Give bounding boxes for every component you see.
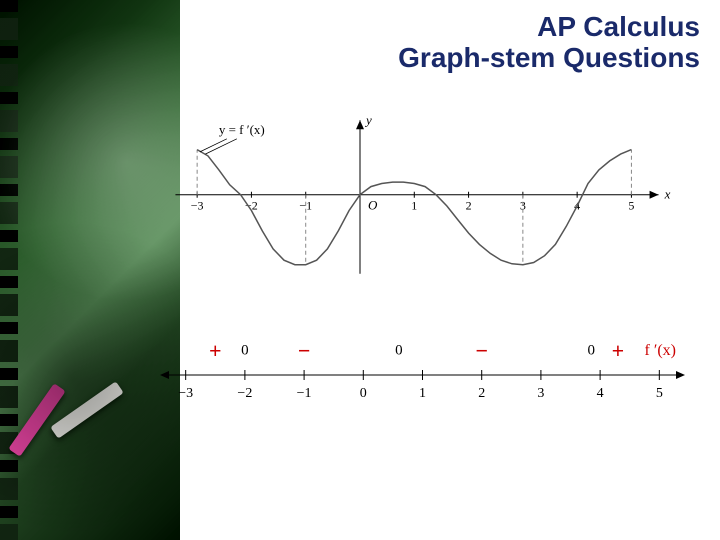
svg-text:4: 4 xyxy=(597,386,604,401)
svg-text:5: 5 xyxy=(656,386,663,401)
svg-text:−2: −2 xyxy=(237,386,252,401)
decorative-background xyxy=(0,0,180,540)
svg-text:−3: −3 xyxy=(191,199,204,213)
svg-text:5: 5 xyxy=(628,199,634,213)
svg-text:2: 2 xyxy=(466,199,472,213)
page-title: AP Calculus Graph-stem Questions xyxy=(398,12,700,74)
derivative-graph: −3−2−112345Oxyy = f ′(x) xyxy=(160,110,680,300)
svg-text:1: 1 xyxy=(411,199,417,213)
sign-symbol: − xyxy=(298,338,311,364)
zero-marker: 0 xyxy=(587,343,595,360)
svg-text:−3: −3 xyxy=(178,386,193,401)
svg-text:y: y xyxy=(364,112,372,127)
svg-text:O: O xyxy=(368,198,378,213)
fprime-label: f ′(x) xyxy=(645,342,676,360)
title-line-1: AP Calculus xyxy=(398,12,700,43)
svg-text:3: 3 xyxy=(537,386,544,401)
svg-text:1: 1 xyxy=(419,386,426,401)
zero-marker: 0 xyxy=(241,343,249,360)
sign-symbol: − xyxy=(475,338,488,364)
svg-text:y = f ′(x): y = f ′(x) xyxy=(219,122,265,137)
zero-marker: 0 xyxy=(395,343,403,360)
sign-symbol: + xyxy=(612,338,625,364)
svg-text:−1: −1 xyxy=(297,386,312,401)
svg-text:2: 2 xyxy=(478,386,485,401)
title-line-2: Graph-stem Questions xyxy=(398,43,700,74)
sign-symbol: + xyxy=(209,338,222,364)
svg-text:0: 0 xyxy=(360,386,367,401)
svg-text:x: x xyxy=(664,187,671,202)
sign-chart: −3 −2 −1 0 1 2 3 4 5 + − − +0 0 0 f ′(x) xyxy=(150,335,695,425)
